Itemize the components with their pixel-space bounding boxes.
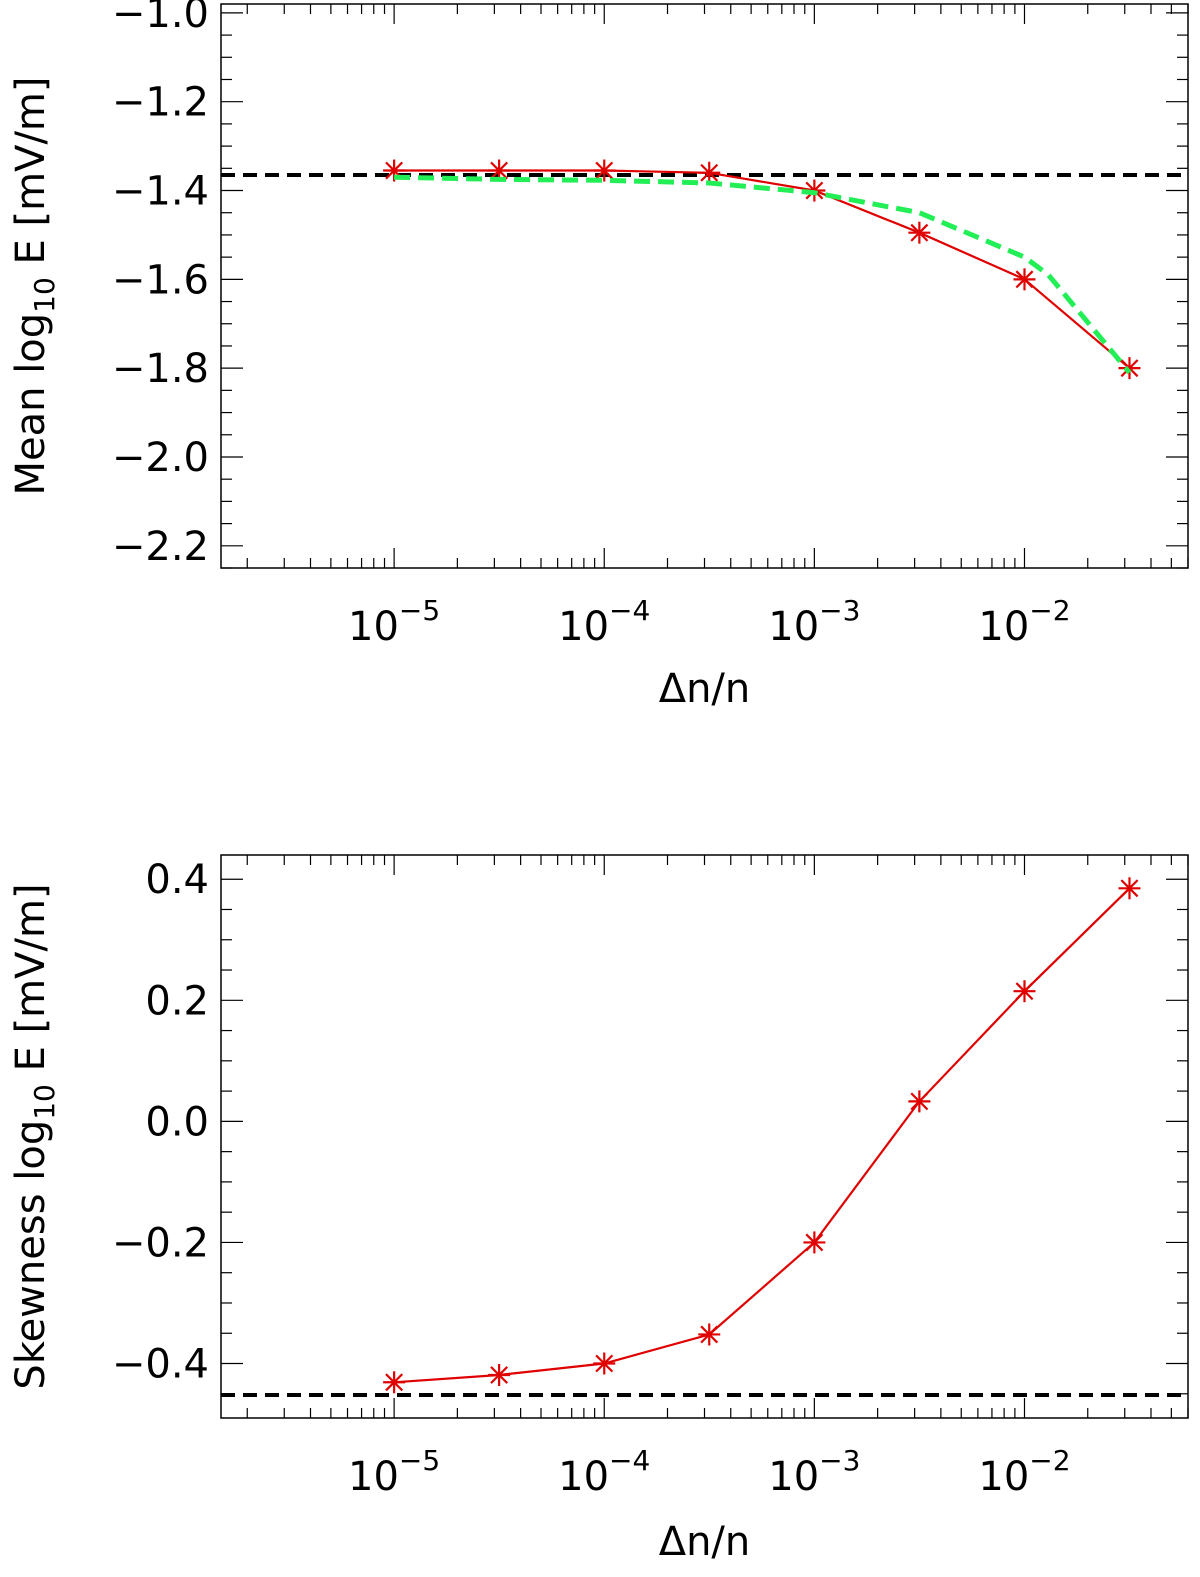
data-point <box>488 1364 511 1387</box>
y-tick-label: −1.2 <box>112 80 209 126</box>
series-line <box>394 887 1131 1384</box>
y-tick-label: −1.4 <box>112 169 209 215</box>
plot-frame <box>220 3 1189 569</box>
series-line <box>394 169 1131 370</box>
y-tick-label: 0.0 <box>145 1099 209 1145</box>
y-tick-label: −0.4 <box>112 1342 209 1388</box>
data-point <box>908 221 931 244</box>
data-point <box>698 1323 721 1346</box>
mean-panel: 10−5 10−4 10−3 10−2 −1.0 −1.2 −1.4 −1.6 −1.8 −2.0… <box>8 0 1189 712</box>
data-point <box>1013 268 1036 291</box>
data-point <box>1118 877 1141 900</box>
data-point <box>908 1090 931 1113</box>
x-tick-label: 10−4 <box>558 594 650 650</box>
x-ticks <box>246 855 1189 1418</box>
x-tick-label: 10−3 <box>768 1444 860 1500</box>
x-ticks <box>246 4 1189 568</box>
x-axis-label: Δn/n <box>659 1519 751 1565</box>
x-tick-label: 10−5 <box>348 1444 440 1500</box>
x-tick-label: 10−2 <box>978 594 1070 650</box>
data-point <box>803 1231 826 1254</box>
dashed-series-line <box>394 174 1132 375</box>
y-tick-label: −2.0 <box>112 435 209 481</box>
data-point <box>1013 980 1036 1003</box>
y-tick-label: −1.8 <box>112 346 209 392</box>
data-point <box>593 1352 616 1375</box>
x-tick-label: 10−4 <box>558 1444 650 1500</box>
y-ticks <box>221 12 1188 569</box>
x-tick-label: 10−5 <box>348 594 440 650</box>
y-tick-label: −0.2 <box>112 1220 209 1266</box>
x-tick-label: 10−2 <box>978 1444 1070 1500</box>
y-tick-label: 0.4 <box>145 857 209 903</box>
y-ticks <box>221 878 1188 1395</box>
y-tick-label: 0.2 <box>145 978 209 1024</box>
y-tick-label: −1.0 <box>112 0 209 37</box>
x-tick-label: 10−3 <box>768 594 860 650</box>
data-point <box>383 1371 406 1394</box>
x-axis-label: Δn/n <box>659 666 751 712</box>
data-point <box>1118 357 1141 380</box>
y-tick-label: −1.6 <box>112 257 209 303</box>
skewness-panel: 10−5 10−4 10−3 10−2 0.4 0.2 0.0 −0.2 −0.4 Δn/n Ske… <box>8 854 1189 1565</box>
data-point <box>698 161 721 184</box>
y-axis-label: Mean log10 E [mV/m] <box>8 76 61 495</box>
data-point <box>593 159 616 182</box>
y-tick-label: −2.2 <box>112 524 209 570</box>
y-axis-label: Skewness log10 E [mV/m] <box>8 883 61 1389</box>
